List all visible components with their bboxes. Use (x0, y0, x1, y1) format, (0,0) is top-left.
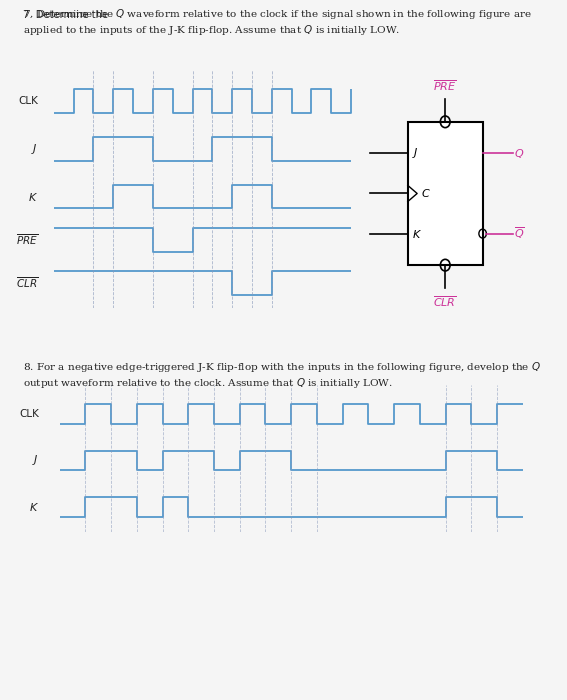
Text: $J$: $J$ (412, 146, 418, 160)
Text: $\overline{PRE}$: $\overline{PRE}$ (16, 232, 38, 247)
Text: $\overline{CLR}$: $\overline{CLR}$ (433, 294, 457, 309)
Text: 7. Determine the: 7. Determine the (23, 10, 111, 20)
Text: $\overline{CLR}$: $\overline{CLR}$ (16, 276, 38, 290)
Text: $J$: $J$ (31, 142, 38, 156)
Text: $\overline{Q}$: $\overline{Q}$ (514, 226, 525, 241)
Text: $\overline{PRE}$: $\overline{PRE}$ (434, 78, 457, 92)
Text: CLK: CLK (18, 97, 38, 106)
Text: CLK: CLK (19, 409, 39, 419)
Text: $J$: $J$ (32, 454, 39, 468)
Text: $K$: $K$ (412, 228, 421, 239)
Text: 8. For a negative edge-triggered J-K flip-flop with the inputs in the following : 8. For a negative edge-triggered J-K fli… (23, 360, 541, 391)
Text: $C$: $C$ (421, 188, 430, 200)
Text: $Q$: $Q$ (514, 147, 524, 160)
Text: $K$: $K$ (28, 190, 38, 202)
Text: $K$: $K$ (29, 501, 39, 513)
Text: 7. Determine the $Q$ waveform relative to the clock if the signal shown in the f: 7. Determine the $Q$ waveform relative t… (23, 7, 532, 37)
Bar (408, 122, 483, 265)
